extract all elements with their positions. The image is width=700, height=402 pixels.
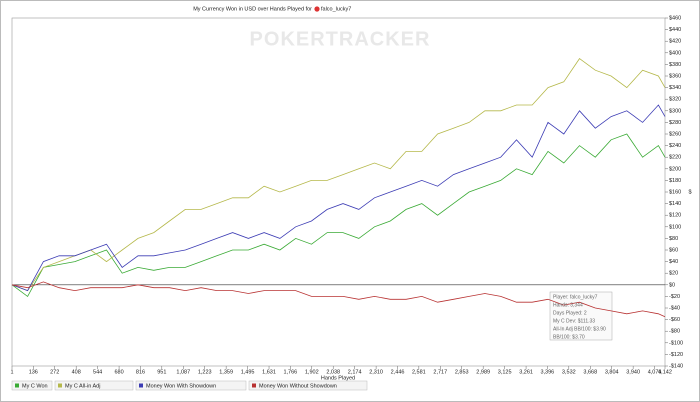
legend-box bbox=[248, 380, 368, 391]
x-tick-label: 4,076 bbox=[648, 369, 662, 375]
y-tick-label: $40 bbox=[669, 259, 678, 265]
x-tick-label: 3,940 bbox=[626, 369, 640, 375]
y-tick-label: $200 bbox=[669, 166, 681, 172]
y-tick-label: $20 bbox=[669, 271, 678, 277]
y-tick-label: $100 bbox=[669, 224, 681, 230]
y-tick-label: $220 bbox=[669, 155, 681, 161]
y-tick-label: $280 bbox=[669, 120, 681, 126]
x-tick-label: 680 bbox=[114, 369, 123, 375]
x-tick-label: 1,495 bbox=[241, 369, 255, 375]
series-line bbox=[11, 133, 666, 297]
x-tick-label: 951 bbox=[157, 369, 166, 375]
y-tick-label: -$60 bbox=[669, 317, 680, 323]
y-tick-label: $180 bbox=[669, 178, 681, 184]
legend-box bbox=[54, 380, 134, 391]
x-tick-label: 1,223 bbox=[198, 369, 212, 375]
y-tick-label: $360 bbox=[669, 73, 681, 79]
y-tick-label: $420 bbox=[669, 39, 681, 45]
player-name: falco_lucky7 bbox=[321, 6, 351, 12]
tooltip bbox=[549, 291, 613, 341]
x-tick-label: 3,396 bbox=[540, 369, 554, 375]
series-line bbox=[11, 281, 666, 318]
y-tick-label: $80 bbox=[669, 236, 678, 242]
x-tick-label: 3,668 bbox=[583, 369, 597, 375]
x-tick-label: 3,261 bbox=[519, 369, 533, 375]
y-tick-label: $300 bbox=[669, 108, 681, 114]
x-tick-label: 2,581 bbox=[412, 369, 426, 375]
x-tick-label: 3,804 bbox=[605, 369, 619, 375]
x-tick-label: 408 bbox=[72, 369, 81, 375]
y-tick-label: $240 bbox=[669, 143, 681, 149]
tooltip-line: BB/100: $3.70 bbox=[553, 334, 585, 340]
y-tick-label: -$120 bbox=[669, 352, 683, 358]
x-tick-label: 2,717 bbox=[433, 369, 447, 375]
x-tick-label: 272 bbox=[50, 369, 59, 375]
x-tick-label: 1,631 bbox=[262, 369, 276, 375]
x-tick-label: 4,142 bbox=[658, 369, 672, 375]
y-tick-label: -$20 bbox=[669, 294, 680, 300]
legend-label: Money Won Without Showdown bbox=[259, 383, 337, 389]
legend-label: My C All-in Adj bbox=[65, 383, 100, 389]
x-tick-label: 2,989 bbox=[476, 369, 490, 375]
y-tick-label: $400 bbox=[669, 50, 681, 56]
legend-label: Money Won With Showdown bbox=[146, 383, 216, 389]
x-tick-label: 816 bbox=[136, 369, 145, 375]
tooltip-line: My C Dev: $111.33 bbox=[553, 318, 595, 324]
y-tick-label: $160 bbox=[669, 189, 681, 195]
series-line bbox=[11, 58, 666, 292]
y-tick-label: $320 bbox=[669, 97, 681, 103]
x-tick-label: 3,125 bbox=[498, 369, 512, 375]
legend-label: My C Won bbox=[22, 383, 48, 389]
x-tick-label: 136 bbox=[29, 369, 38, 375]
tooltip-line: Player: falco_lucky7 bbox=[553, 294, 598, 300]
x-tick-label: 2,174 bbox=[348, 369, 362, 375]
y-tick-label: $380 bbox=[669, 62, 681, 68]
y-tick-label: $440 bbox=[669, 27, 681, 33]
y-tick-label: -$100 bbox=[669, 340, 683, 346]
tooltip-line: Hands: 3,344 bbox=[553, 302, 583, 308]
x-tick-label: 1,087 bbox=[176, 369, 190, 375]
legend-swatch bbox=[252, 383, 256, 388]
y-tick-label: $140 bbox=[669, 201, 681, 207]
legend-box bbox=[11, 380, 53, 391]
x-tick-label: 2,853 bbox=[455, 369, 469, 375]
y-tick-label: -$140 bbox=[669, 363, 683, 369]
legend-box bbox=[135, 380, 247, 391]
x-tick-label: 3,532 bbox=[562, 369, 576, 375]
y-tick-label: -$40 bbox=[669, 305, 680, 311]
x-tick-label: 1 bbox=[10, 369, 13, 375]
legend-swatch bbox=[15, 383, 19, 388]
y-tick-label: -$80 bbox=[669, 329, 680, 335]
y-tick-label: $120 bbox=[669, 213, 681, 219]
x-tick-label: 1,766 bbox=[283, 369, 297, 375]
x-tick-label: 2,446 bbox=[391, 369, 405, 375]
y-axis-label: $ bbox=[688, 189, 691, 195]
y-tick-label: $0 bbox=[669, 282, 675, 288]
y-tick-label: $340 bbox=[669, 85, 681, 91]
x-tick-label: 2,038 bbox=[326, 369, 340, 375]
tooltip-line: Days Played: 2 bbox=[553, 310, 587, 316]
watermark: POKERTRACKER bbox=[250, 28, 431, 50]
x-tick-label: 2,310 bbox=[369, 369, 383, 375]
legend-swatch bbox=[58, 383, 62, 388]
player-icon bbox=[314, 6, 320, 12]
y-tick-label: $60 bbox=[669, 247, 678, 253]
x-axis-label: Hands Played bbox=[321, 375, 355, 381]
y-tick-label: $460 bbox=[669, 15, 681, 21]
x-tick-label: 1,902 bbox=[305, 369, 319, 375]
chart-title: My Currency Won in USD over Hands Played… bbox=[193, 6, 312, 12]
x-tick-label: 544 bbox=[93, 369, 102, 375]
tooltip-line: All-In Adj BB/100: $3.90 bbox=[553, 326, 606, 332]
series-line bbox=[11, 104, 666, 292]
x-tick-label: 1,359 bbox=[219, 369, 233, 375]
tooltip-box bbox=[549, 291, 613, 341]
legend-swatch bbox=[139, 383, 143, 388]
y-tick-label: $260 bbox=[669, 131, 681, 137]
